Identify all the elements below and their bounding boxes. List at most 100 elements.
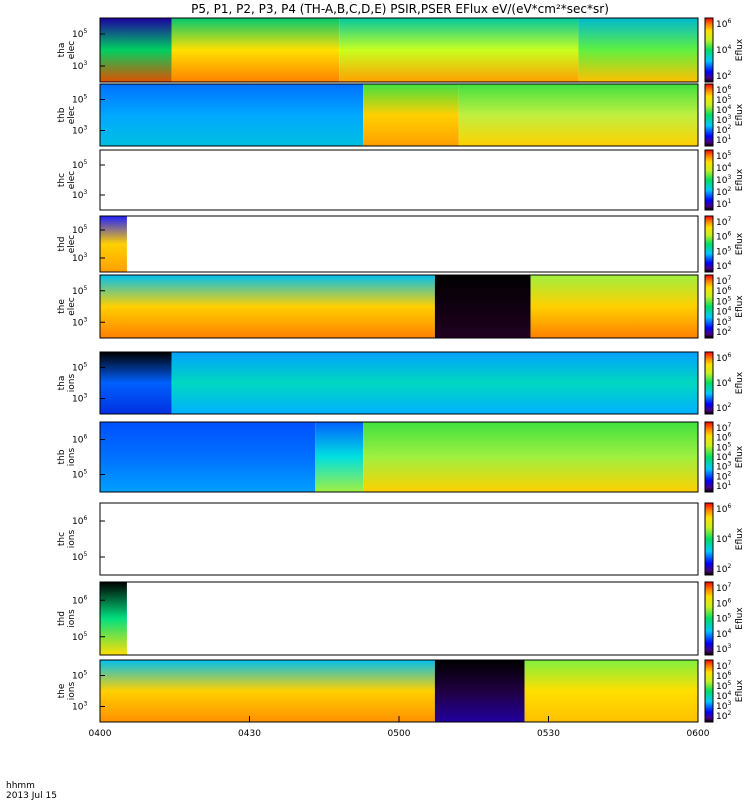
panel-frame <box>99 215 699 273</box>
colorbar-tick-label: 104 <box>716 162 731 174</box>
panel-label: thbions <box>57 447 77 466</box>
colorbar-label: Eflux <box>735 445 745 468</box>
colorbar-label: Eflux <box>735 103 745 126</box>
panel-frame <box>99 149 699 211</box>
spectrogram-segment <box>100 660 435 722</box>
x-label-date: 2013 Jul 15 <box>6 791 57 800</box>
panel-frame <box>99 351 699 415</box>
x-tick-label: 0500 <box>388 729 411 739</box>
colorbar-tick-label: 104 <box>716 533 731 545</box>
y-tick-label: 105 <box>72 285 87 297</box>
colorbar-tick-label: 107 <box>716 275 731 287</box>
panel-frame <box>99 502 699 576</box>
colorbar-tick-label: 106 <box>716 432 731 444</box>
colorbar-tick-label: 105 <box>716 441 731 453</box>
colorbar-tick-label: 106 <box>716 231 731 243</box>
colorbar-tick-label: 107 <box>716 422 731 434</box>
spectrogram-segment <box>100 422 316 492</box>
colorbar-tick-label: 106 <box>716 597 731 609</box>
y-tick-label: 103 <box>72 189 87 201</box>
y-tick-label: 105 <box>72 469 87 481</box>
colorbar-label: Eflux <box>735 527 745 550</box>
y-tick-label: 105 <box>72 224 87 236</box>
colorbar <box>704 149 714 211</box>
y-tick-label: 103 <box>72 701 87 713</box>
colorbar-tick-label: 102 <box>716 563 731 575</box>
colorbar-tick-label: 104 <box>716 260 731 272</box>
colorbar-label: Eflux <box>735 232 745 255</box>
y-tick-label: 106 <box>72 434 87 446</box>
colorbar-label: Eflux <box>735 371 745 394</box>
spectrogram-segment <box>363 422 698 492</box>
colorbar-tick-label: 106 <box>716 670 731 682</box>
panel-label: theelec <box>57 297 77 316</box>
panel-label: thaions <box>57 373 77 392</box>
x-tick-label: 0530 <box>537 729 560 739</box>
colorbar-label: Eflux <box>735 607 745 630</box>
colorbar-tick-label: 102 <box>716 70 731 82</box>
colorbar-tick-label: 105 <box>716 94 731 106</box>
spectrogram-segment <box>339 18 579 82</box>
panels-group: thaelec105103106104102Efluxthbelec105103… <box>57 17 745 723</box>
colorbar <box>704 581 714 656</box>
y-tick-label: 106 <box>72 594 87 606</box>
colorbar-tick-label: 104 <box>716 690 731 702</box>
colorbar-tick-label: 103 <box>716 700 731 712</box>
colorbar-tick-label: 103 <box>716 114 731 126</box>
colorbar-tick-label: 102 <box>716 710 731 722</box>
x-tick-label: 0600 <box>687 729 710 739</box>
colorbar-tick-label: 104 <box>716 377 731 389</box>
x-label-hhmm: hhmm <box>6 781 35 791</box>
y-tick-label: 105 <box>72 670 87 682</box>
y-tick-label: 105 <box>72 551 87 563</box>
colorbar-label: Eflux <box>735 38 745 61</box>
colorbar <box>704 659 714 723</box>
y-tick-label: 105 <box>72 94 87 106</box>
colorbar-tick-label: 102 <box>716 186 731 198</box>
spectrogram-segment <box>434 275 531 338</box>
colorbar-tick-label: 106 <box>716 285 731 297</box>
spectrogram-segment <box>171 18 340 82</box>
panel-label: thbelec <box>57 106 77 125</box>
spectrogram-segment <box>530 275 698 338</box>
colorbar-tick-label: 104 <box>716 104 731 116</box>
colorbar-tick-label: 102 <box>716 470 731 482</box>
y-tick-label: 103 <box>72 60 87 72</box>
spectrogram-segment <box>100 84 364 146</box>
panel-label: thaelec <box>57 41 77 60</box>
spectrogram-segment <box>315 422 364 492</box>
spectrogram-segment <box>458 84 698 146</box>
colorbar-tick-label: 106 <box>716 84 731 96</box>
x-axis: 0400 0430 0500 0530 0600 <box>89 716 710 739</box>
colorbar <box>704 17 714 83</box>
colorbar-tick-label: 101 <box>716 134 731 146</box>
spectrogram-segment <box>100 582 127 655</box>
panel-label: thcions <box>57 529 77 548</box>
colorbar-tick-label: 101 <box>716 480 731 492</box>
colorbar-tick-label: 103 <box>716 174 731 186</box>
panel-frame <box>99 17 699 83</box>
y-tick-label: 103 <box>72 316 87 328</box>
colorbar-tick-label: 106 <box>716 18 731 30</box>
colorbar-tick-label: 105 <box>716 245 731 257</box>
panel-label: thcelec <box>57 171 77 190</box>
colorbar-tick-label: 107 <box>716 216 731 228</box>
spectrogram-segment <box>100 275 435 338</box>
colorbar-tick-label: 104 <box>716 306 731 318</box>
colorbar-tick-label: 105 <box>716 613 731 625</box>
colorbar-tick-label: 106 <box>716 503 731 515</box>
spectrogram-segment <box>434 660 525 722</box>
spectrogram-segment <box>100 18 172 82</box>
y-tick-label: 106 <box>72 515 87 527</box>
colorbar <box>704 421 714 493</box>
y-tick-label: 103 <box>72 252 87 264</box>
colorbar-tick-label: 106 <box>716 352 731 364</box>
colorbar-label: Eflux <box>735 295 745 318</box>
spectrogram-segment <box>524 660 698 722</box>
y-tick-label: 105 <box>72 159 87 171</box>
panel-frame <box>99 421 699 493</box>
colorbar <box>704 215 714 273</box>
colorbar <box>704 274 714 339</box>
colorbar-label: Eflux <box>735 679 745 702</box>
